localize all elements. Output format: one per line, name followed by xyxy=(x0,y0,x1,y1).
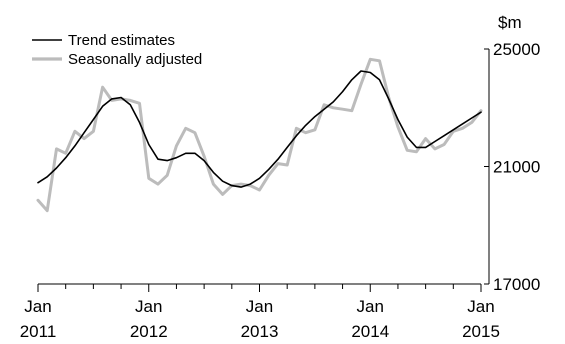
x-tick-label-month: Jan xyxy=(467,297,494,316)
x-tick-label-month: Jan xyxy=(246,297,273,316)
x-tick-label-month: Jan xyxy=(357,297,384,316)
series-line-seasonally-adjusted xyxy=(36,57,483,213)
legend-label-seasonal: Seasonally adjusted xyxy=(68,51,202,68)
y-tick-label-25000: 25000 xyxy=(493,40,540,59)
x-tick-label-year: 2015 xyxy=(462,322,500,341)
y-tick-label-21000: 21000 xyxy=(493,158,540,177)
plot-area: $m 17000 21000 25000 Jan 2011 Jan 2012 Jan 2013… xyxy=(20,13,541,341)
x-tick-label-year: 2014 xyxy=(351,322,389,341)
y-axis-unit-label: $m xyxy=(498,13,522,32)
x-tick-label-year: 2012 xyxy=(130,322,168,341)
legend-label-trend: Trend estimates xyxy=(68,32,175,49)
y-ticks: 17000 21000 25000 xyxy=(484,40,540,294)
x-tick-label-year: 2011 xyxy=(20,322,57,341)
x-ticks: Jan 2011 Jan 2012 Jan 2013 Jan 2014 Jan 2015 xyxy=(20,284,500,341)
x-tick-label-month: Jan xyxy=(135,297,162,316)
legend: Trend estimates Seasonally adjusted xyxy=(32,32,202,68)
y-tick-label-17000: 17000 xyxy=(493,275,540,294)
x-tick-label-year: 2013 xyxy=(241,322,279,341)
x-tick-label-month: Jan xyxy=(24,297,51,316)
series-line-trend-estimates xyxy=(37,70,482,188)
